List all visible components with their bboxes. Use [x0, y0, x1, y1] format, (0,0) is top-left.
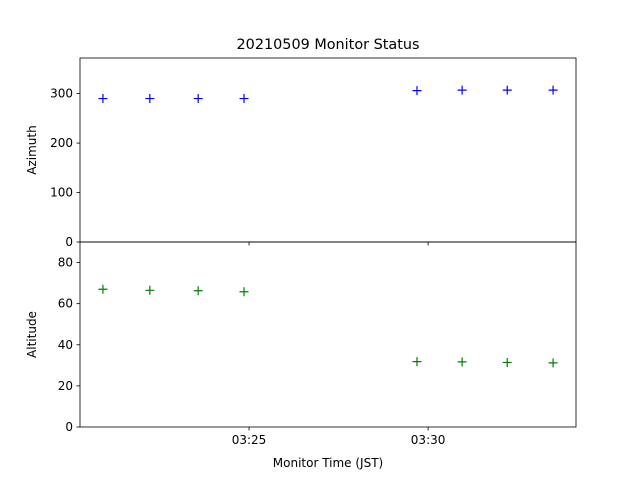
x-tick-label: 03:25: [232, 433, 267, 447]
marker: [548, 85, 558, 95]
marker: [145, 285, 155, 295]
y-tick-label: 80: [58, 256, 73, 270]
y-tick-label: 0: [65, 420, 73, 434]
marker: [502, 357, 512, 367]
y-tick-label: 300: [50, 87, 73, 101]
x-axis-label: Monitor Time (JST): [273, 456, 383, 470]
y-tick-label: 40: [58, 338, 73, 352]
axes-frame: [79, 57, 577, 243]
marker: [193, 286, 203, 296]
marker: [98, 94, 108, 104]
marker: [193, 94, 203, 104]
marker: [239, 287, 249, 297]
y-tick-label: 100: [50, 186, 73, 200]
axes-frame: [79, 241, 577, 428]
y-tick-label: 60: [58, 297, 73, 311]
marker: [239, 94, 249, 104]
y-tick-label: 20: [58, 379, 73, 393]
x-tick-label: 03:30: [411, 433, 446, 447]
y-axis-label: Altitude: [25, 311, 39, 358]
y-axis-label: Azimuth: [25, 125, 39, 174]
marker: [457, 357, 467, 367]
y-tick-label: 0: [65, 235, 73, 249]
marker: [412, 86, 422, 96]
chart-title: 20210509 Monitor Status: [237, 37, 420, 53]
marker: [98, 284, 108, 294]
marker: [457, 85, 467, 95]
marker: [502, 85, 512, 95]
marker: [548, 358, 558, 368]
marker: [145, 94, 155, 104]
marker: [412, 357, 422, 367]
y-tick-label: 200: [50, 136, 73, 150]
